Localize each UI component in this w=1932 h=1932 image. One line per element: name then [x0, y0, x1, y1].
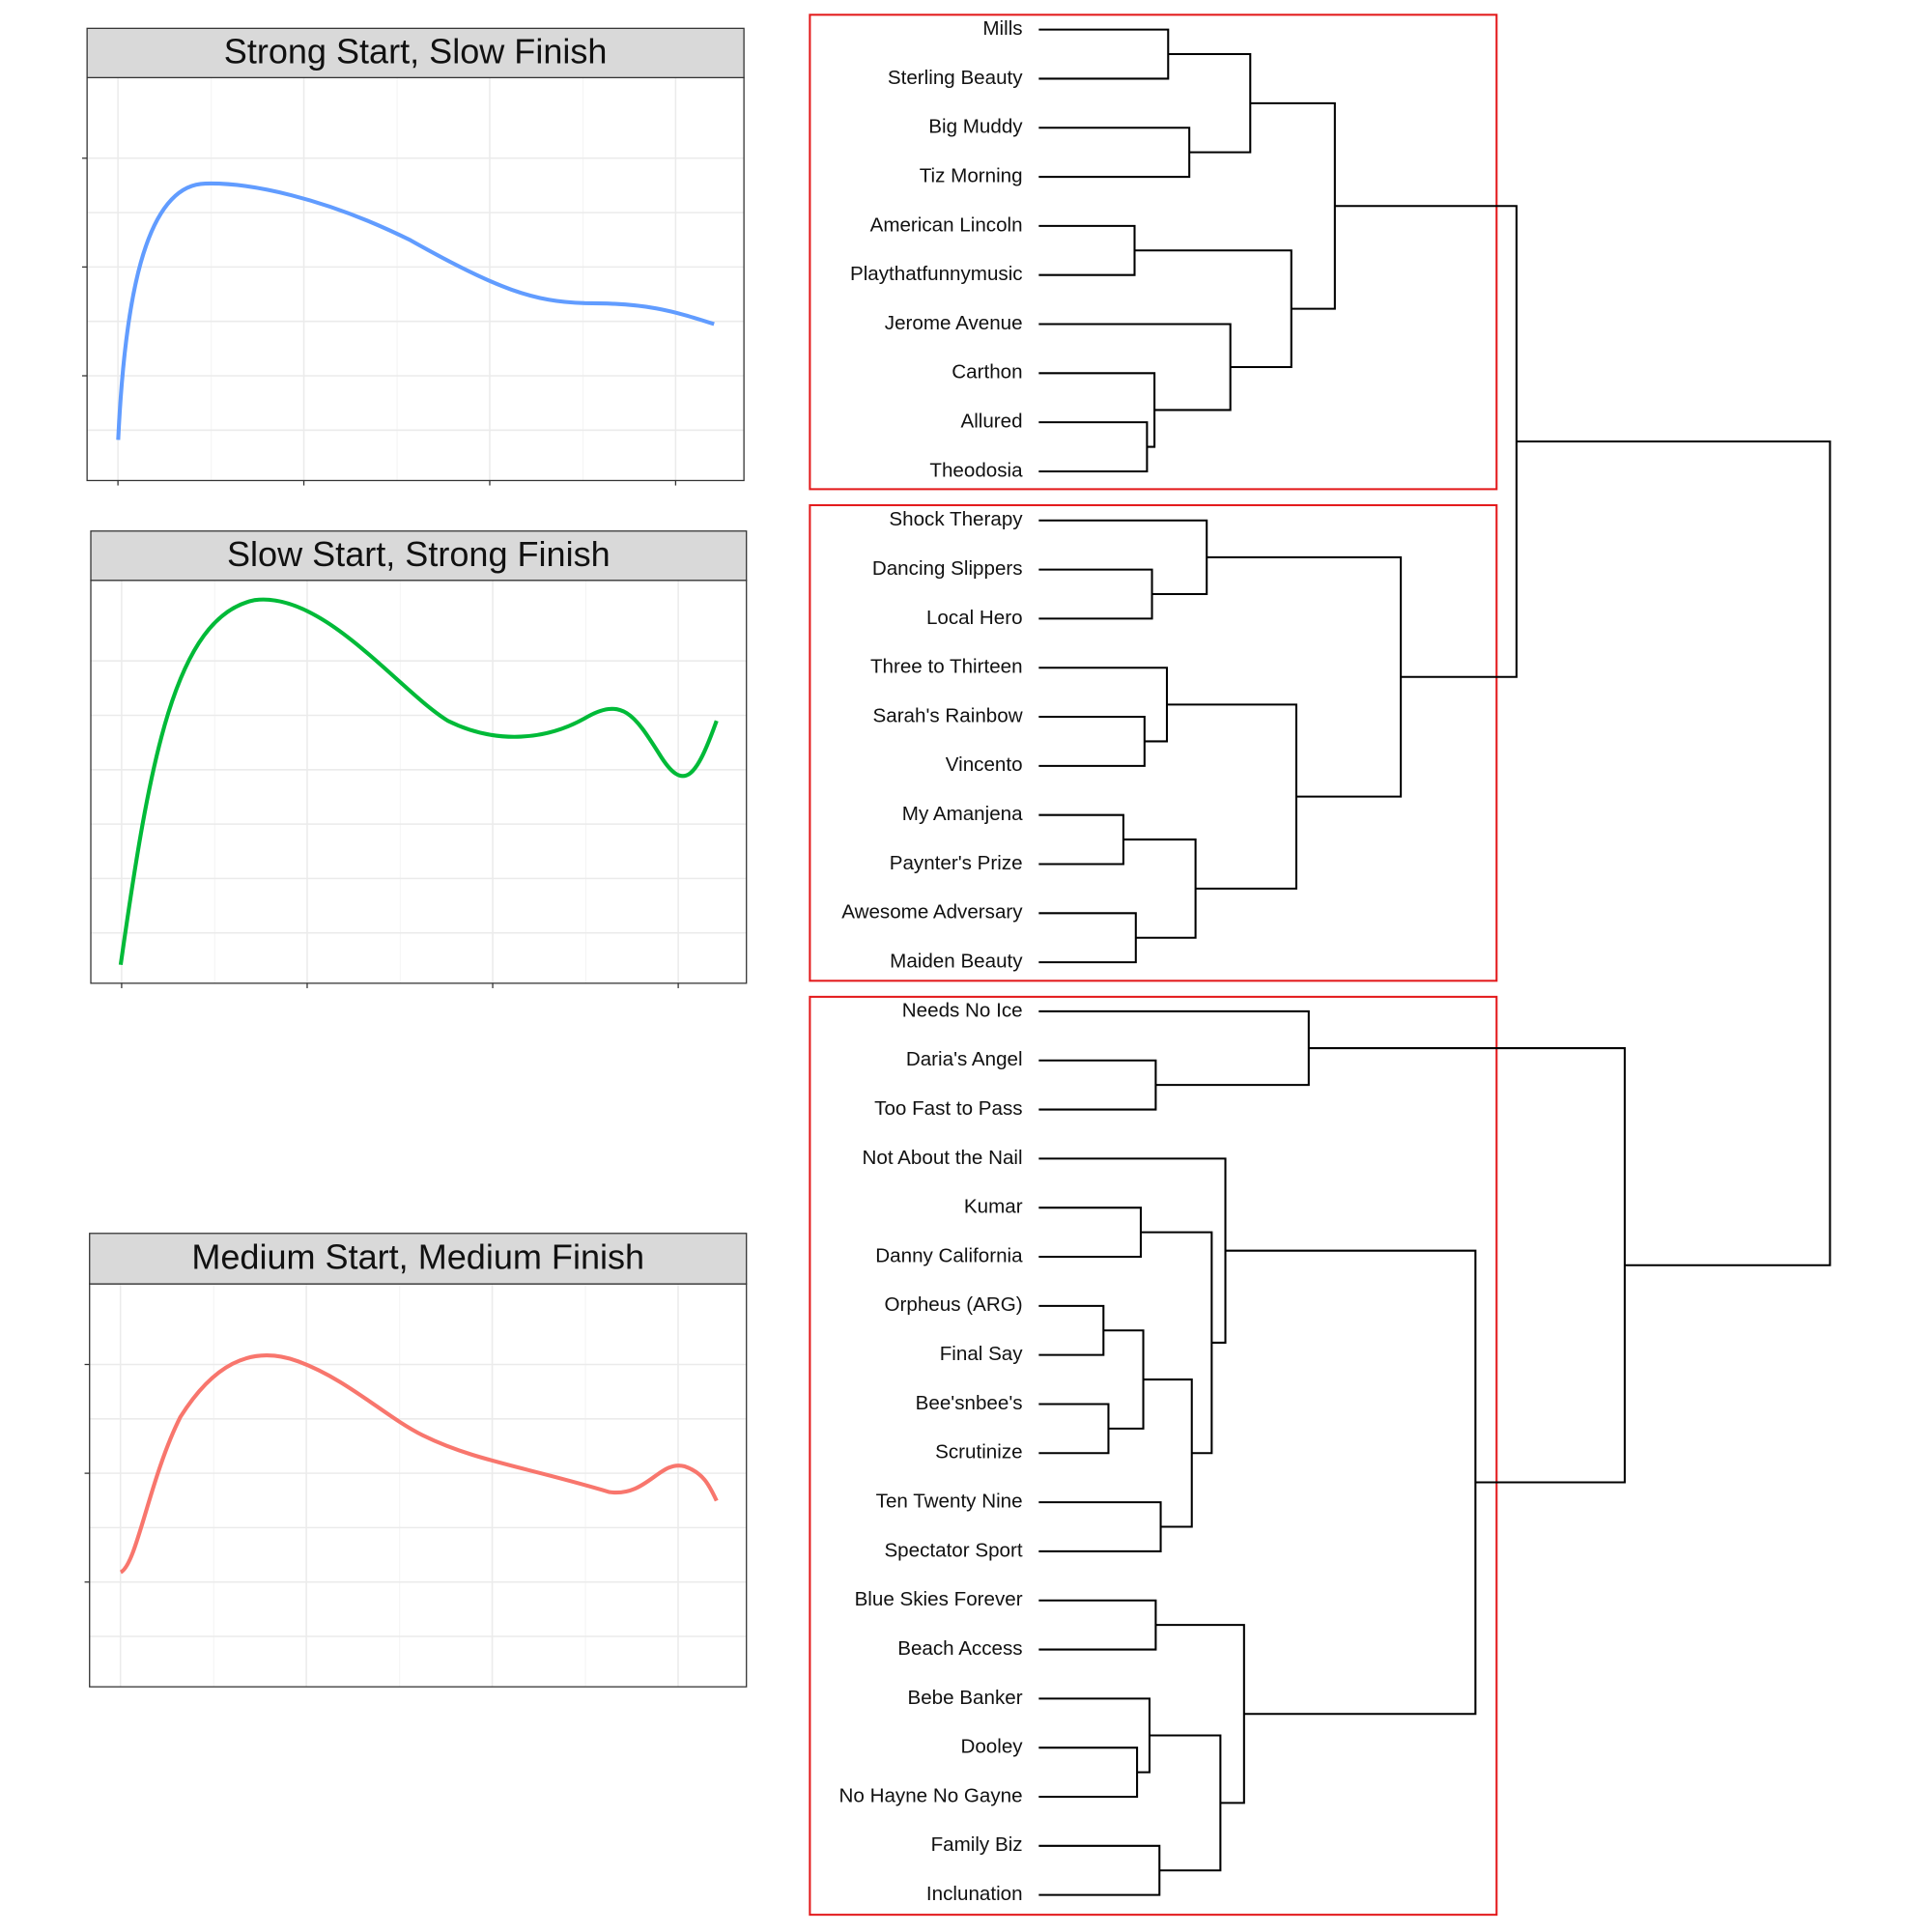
- leaf-label: Awesome Adversary: [841, 901, 1023, 923]
- leaf-label: Orpheus (ARG): [885, 1293, 1023, 1316]
- leaf-label: Daria's Angel: [906, 1048, 1023, 1070]
- branch: [1038, 1207, 1142, 1259]
- leaf-label: Mills: [982, 17, 1022, 40]
- branch: [1038, 1009, 1310, 1087]
- plot-background: [91, 580, 747, 983]
- branch: [1250, 101, 1336, 310]
- leaf-label: Inclunation: [926, 1883, 1023, 1905]
- cluster-box: [809, 995, 1498, 1917]
- strip: [86, 27, 745, 78]
- branch: [1166, 703, 1297, 890]
- leaf-label: Spectator Sport: [884, 1539, 1022, 1561]
- curve: [118, 597, 719, 966]
- cluster-boxes: [809, 14, 1498, 1917]
- leaf-label: Carthon: [952, 361, 1022, 384]
- branch: [1207, 555, 1403, 798]
- leaf-label: Not About the Nail: [863, 1147, 1023, 1169]
- leaf-label: Sarah's Rainbow: [873, 705, 1023, 727]
- leaf-label: Kumar: [964, 1196, 1023, 1218]
- branch: [1038, 28, 1170, 80]
- branch: [1038, 127, 1191, 179]
- panel-title: Medium Start, Medium Finish: [191, 1238, 644, 1277]
- curve: [116, 181, 715, 440]
- branch: [1038, 421, 1149, 472]
- leaf-label: No Hayne No Gayne: [839, 1784, 1023, 1806]
- branch: [1516, 440, 1832, 1266]
- leaf-label: Beach Access: [897, 1637, 1022, 1660]
- branch: [1308, 1047, 1626, 1484]
- leaf-label: Ten Twenty Nine: [876, 1491, 1023, 1513]
- leaf-label: Too Fast to Pass: [874, 1097, 1022, 1120]
- leaf-label: Tiz Morning: [920, 165, 1023, 187]
- branch: [1038, 813, 1124, 866]
- leaf-label: My Amanjena: [902, 803, 1023, 825]
- panel: Medium Start, Medium Finish: [84, 1233, 748, 1688]
- branch: [1038, 224, 1136, 276]
- leaf-label: Bebe Banker: [907, 1687, 1022, 1709]
- branch: [1038, 1403, 1110, 1455]
- cluster-box: [809, 14, 1498, 491]
- branch: [1038, 568, 1153, 620]
- leaf-label: Blue Skies Forever: [855, 1588, 1023, 1610]
- branch: [1334, 205, 1518, 678]
- panel: Strong Start, Slow Finish: [81, 27, 745, 486]
- branch: [1038, 1747, 1139, 1799]
- branch: [1038, 372, 1156, 448]
- leaf-label: Theodosia: [929, 459, 1023, 481]
- branch: [1038, 1304, 1105, 1356]
- leaf-label: Bee'snbee's: [916, 1392, 1023, 1414]
- leaf-label: Allured: [960, 411, 1022, 433]
- branch: [1038, 323, 1232, 412]
- panel: Slow Start, Strong Finish: [90, 530, 748, 988]
- leaf-label: Playthatfunnymusic: [850, 263, 1023, 285]
- branch: [1168, 53, 1252, 154]
- branch: [1155, 1624, 1245, 1804]
- leaf-label: Final Say: [940, 1343, 1024, 1365]
- dendrogram: [1038, 28, 1832, 1896]
- branch: [1038, 519, 1208, 596]
- leaf-label: Dooley: [960, 1736, 1023, 1758]
- plot-background: [89, 1284, 747, 1688]
- strip: [89, 1233, 748, 1285]
- leaf-labels: Mills Sterling Beauty Big Muddy Tiz Morning…: [839, 17, 1024, 1905]
- branch: [1140, 1231, 1213, 1455]
- panels: Strong Start, Slow Finish Slow Start, Str…: [81, 27, 748, 1688]
- leaf-label: American Lincoln: [870, 213, 1023, 236]
- strip: [90, 530, 748, 582]
- leaf-label: Family Biz: [931, 1833, 1023, 1856]
- branch: [1038, 1599, 1157, 1651]
- leaf-label: Maiden Beauty: [890, 951, 1023, 973]
- branch: [1038, 912, 1137, 964]
- leaf-label: Danny California: [875, 1245, 1023, 1267]
- cluster-box: [809, 503, 1498, 982]
- branch: [1143, 1378, 1193, 1528]
- leaf-label: Local Hero: [926, 607, 1023, 629]
- leaf-label: Three to Thirteen: [870, 656, 1023, 678]
- leaf-label: Scrutinize: [935, 1441, 1022, 1463]
- branch: [1038, 667, 1169, 743]
- leaf-label: Shock Therapy: [889, 508, 1023, 530]
- panel-title: Slow Start, Strong Finish: [227, 535, 611, 574]
- plot-background: [87, 77, 745, 481]
- leaf-label: Sterling Beauty: [888, 67, 1023, 89]
- leaf-label: Vincento: [946, 753, 1023, 776]
- branch: [1038, 716, 1146, 767]
- leaf-label: Needs No Ice: [902, 999, 1023, 1021]
- branch: [1134, 249, 1293, 368]
- leaf-label: Dancing Slippers: [872, 557, 1023, 580]
- branch: [1038, 1501, 1162, 1552]
- branch: [1038, 1059, 1157, 1111]
- branch: [1038, 1697, 1151, 1774]
- panel-title: Strong Start, Slow Finish: [224, 33, 608, 71]
- leaf-label: Big Muddy: [928, 116, 1023, 138]
- branch: [1122, 838, 1197, 939]
- curve: [119, 1353, 719, 1575]
- branch: [1038, 1157, 1227, 1344]
- leaf-label: Paynter's Prize: [890, 852, 1023, 874]
- branch: [1225, 1249, 1477, 1716]
- leaf-label: Jerome Avenue: [885, 312, 1023, 334]
- branch: [1038, 1844, 1161, 1896]
